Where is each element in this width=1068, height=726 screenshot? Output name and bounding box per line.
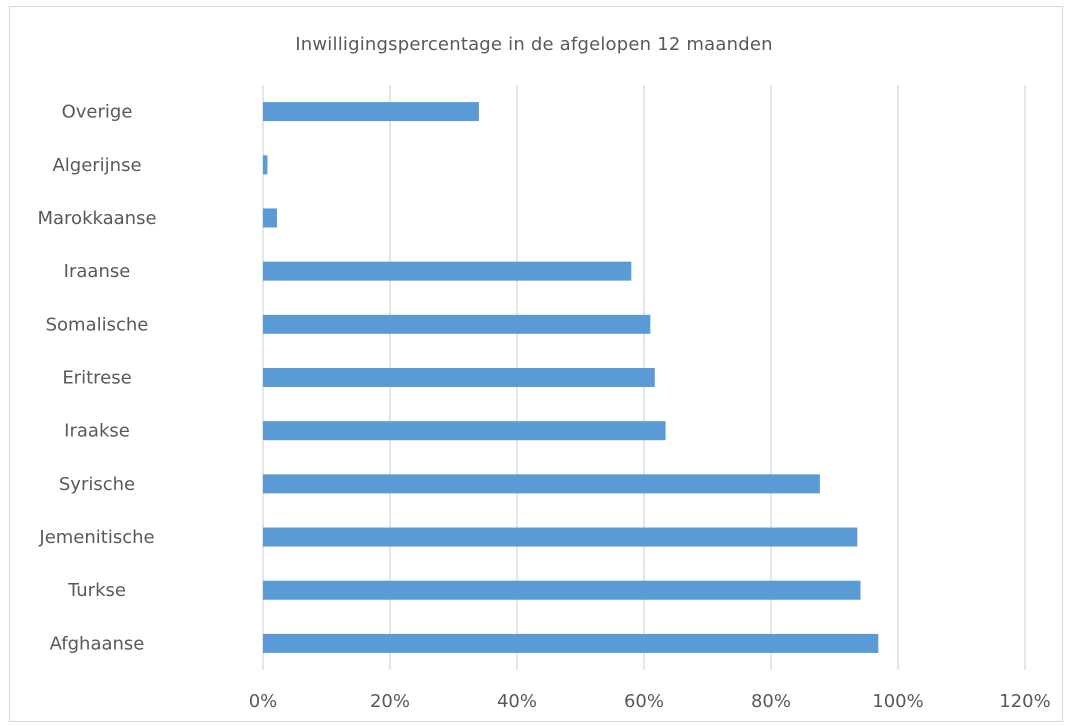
category-label: Algerijnse — [52, 155, 141, 176]
category-label: Iraanse — [64, 261, 131, 282]
bar — [263, 314, 651, 334]
bar — [263, 368, 655, 387]
x-tick-label: 20% — [370, 691, 410, 712]
bar — [263, 155, 268, 175]
bar — [263, 208, 277, 228]
chart-title: Inwilligingspercentage in de afgelopen 1… — [295, 34, 773, 55]
category-label: Afghaanse — [50, 633, 145, 654]
category-label: Iraakse — [64, 421, 130, 442]
bar — [263, 633, 879, 653]
category-label: Overige — [62, 102, 133, 123]
category-label: Marokkaanse — [37, 208, 156, 229]
x-tick-label: 120% — [999, 691, 1050, 712]
category-label: Somalische — [46, 314, 149, 335]
bar — [263, 474, 820, 494]
bar — [263, 421, 666, 441]
x-tick-label: 40% — [497, 691, 537, 712]
category-label: Jemenitische — [38, 527, 154, 548]
bar — [263, 261, 632, 281]
bar — [263, 527, 858, 547]
x-tick-label: 60% — [624, 691, 664, 712]
category-label: Eritrese — [62, 368, 131, 389]
chart-frame — [9, 6, 1063, 722]
category-label: Turkse — [67, 580, 126, 601]
x-tick-label: 100% — [872, 691, 923, 712]
x-tick-label: 80% — [751, 691, 791, 712]
bar — [263, 580, 861, 600]
x-tick-label: 0% — [249, 691, 278, 712]
category-label: Syrische — [59, 474, 135, 495]
bar — [263, 102, 479, 122]
